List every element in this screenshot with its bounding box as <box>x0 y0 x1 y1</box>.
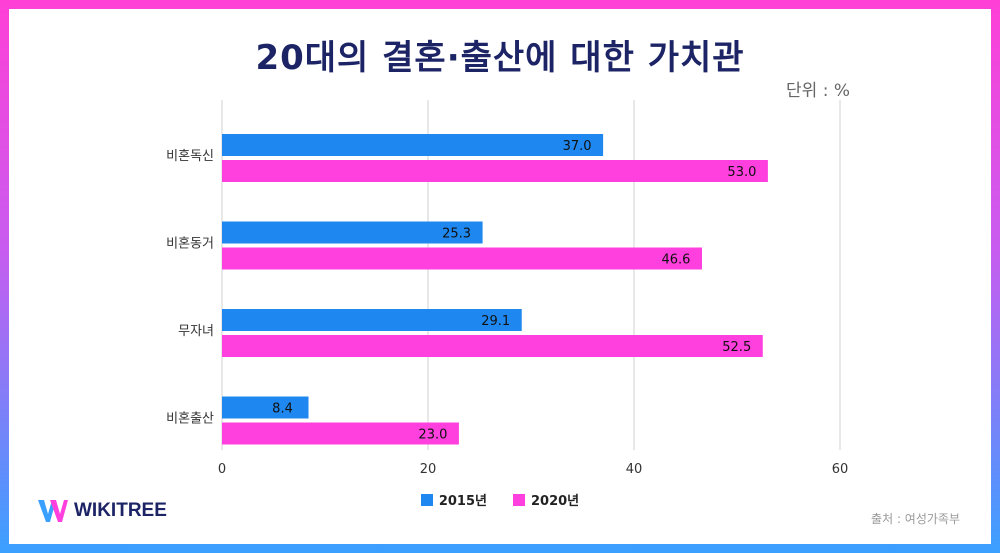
category-label-3: 비혼출산 <box>166 412 214 427</box>
chart-title: 20대의 결혼·출산에 대한 가치관 <box>255 38 745 78</box>
legend-label-2015: 2015년 <box>438 494 487 509</box>
x-tick-label-0: 0 <box>218 462 226 477</box>
data-label-1-1: 46.6 <box>662 253 691 268</box>
legend-label-2020: 2020년 <box>531 494 580 509</box>
category-label-0: 비혼독신 <box>166 149 214 164</box>
x-tick-label-2: 40 <box>626 462 643 477</box>
data-label-1-3: 23.0 <box>418 428 447 443</box>
bar-1-1 <box>222 247 702 270</box>
bar-0-3 <box>222 396 309 419</box>
bar-1-3 <box>222 422 459 445</box>
wikitree-logo: WIKITREE <box>38 500 167 522</box>
bar-0-0 <box>222 134 604 156</box>
data-label-0-2: 29.1 <box>481 314 510 329</box>
legend-swatch-2015 <box>420 493 433 506</box>
legend: 2015년 2020년 <box>0 490 1000 509</box>
data-label-1-2: 52.5 <box>722 340 751 355</box>
data-label-0-0: 37.0 <box>563 139 592 154</box>
category-label-2: 무자녀 <box>178 324 214 339</box>
bar-1-0 <box>222 160 768 182</box>
unit-label: 단위 : % <box>786 81 850 101</box>
legend-item-2020: 2020년 <box>513 490 579 509</box>
legend-swatch-2020 <box>513 493 525 506</box>
data-label-0-3: 8.4 <box>272 402 293 417</box>
source-note: 출처 : 여성가족부 <box>871 512 960 526</box>
bar-0-2 <box>222 309 522 331</box>
data-label-1-0: 53.0 <box>727 165 756 180</box>
x-tick-label-3: 60 <box>832 462 849 477</box>
bar-0-1 <box>222 221 483 244</box>
brand-name: WIKITREE <box>74 500 167 521</box>
x-tick-label-1: 20 <box>420 462 437 477</box>
data-label-0-1: 25.3 <box>442 227 471 242</box>
category-label-1: 비혼동거 <box>166 237 214 252</box>
wikitree-logo-icon <box>38 500 68 522</box>
bar-1-2 <box>222 335 763 357</box>
legend-item-2015: 2015년 <box>420 490 487 509</box>
chart-card <box>9 9 991 544</box>
